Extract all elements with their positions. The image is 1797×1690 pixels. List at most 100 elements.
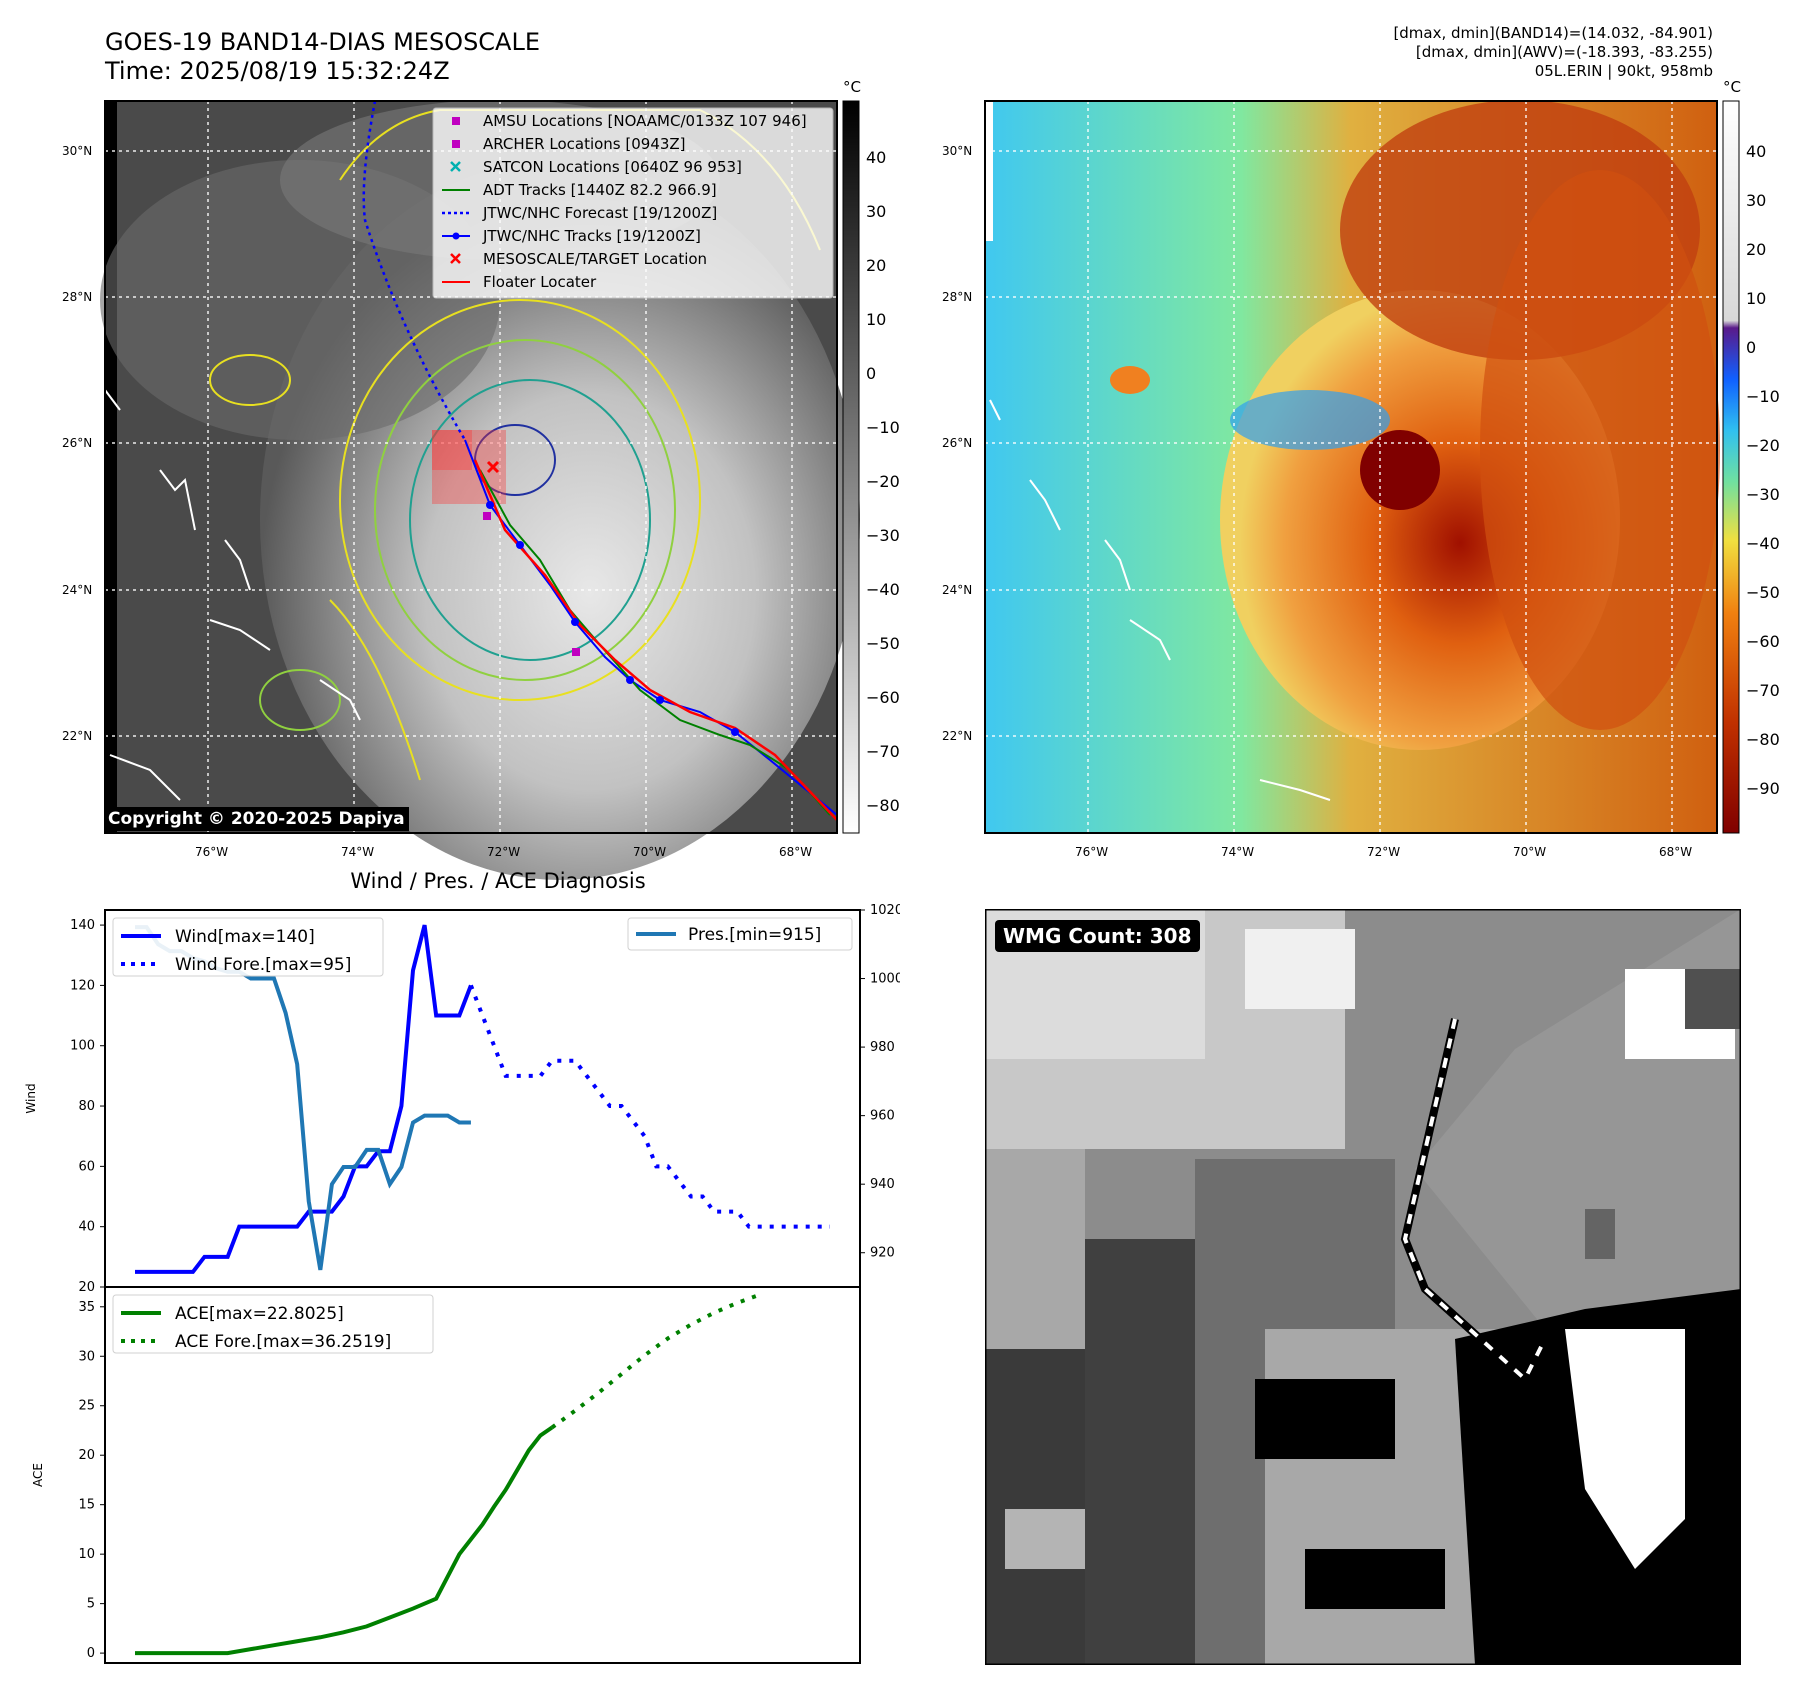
rcb-tick: −30 <box>1746 485 1780 504</box>
r-lon-label: 72°W <box>1367 845 1400 859</box>
rcb-tick: −80 <box>1746 730 1780 749</box>
ace-tick-label: 5 <box>87 1597 95 1612</box>
r-lat-label: 22°N <box>942 729 972 743</box>
wind-legend-box <box>112 917 384 977</box>
lat-label-26: 26°N <box>62 436 92 450</box>
left-colorbar: °C 40 30 20 10 0 −10 −20 −30 −40 −50 −60… <box>842 78 900 834</box>
copyright-label: Copyright © 2020-2025 Dapiya <box>104 807 409 831</box>
lcb-tick: −30 <box>866 526 900 545</box>
ace-tick-label: 0 <box>87 1646 95 1661</box>
rcb-tick: −70 <box>1746 681 1780 700</box>
lcb-tick: −60 <box>866 688 900 707</box>
legend-adt: ADT Tracks [1440Z 82.2 966.9] <box>483 181 717 199</box>
diagnosis-title: Wind / Pres. / ACE Diagnosis <box>350 869 645 893</box>
wind-tick-label: 60 <box>78 1159 95 1174</box>
rcb-tick: −60 <box>1746 632 1780 651</box>
rcb-tick: −10 <box>1746 387 1780 406</box>
rcb-tick: 20 <box>1746 240 1766 259</box>
wind-tick-label: 80 <box>78 1099 95 1114</box>
lcb-tick: 40 <box>866 148 886 167</box>
legend-satcon: SATCON Locations [0640Z 96 953] <box>483 158 742 176</box>
ace-panel: 0 5 10 15 20 25 30 35 ACE ACE[max=22.8025] ACE For… <box>31 1286 861 1664</box>
wind-legend-label: Wind[max=140] <box>175 927 315 947</box>
lcb-tick: 0 <box>866 364 876 383</box>
lon-label-74: 74°W <box>341 845 374 859</box>
r-lat-label: 30°N <box>942 144 972 158</box>
map-legend: AMSU Locations [NOAAMC/0133Z 107 946] AR… <box>432 107 834 299</box>
r-lon-label: 74°W <box>1221 845 1254 859</box>
lon-label-72: 72°W <box>487 845 520 859</box>
wind-tick-label: 140 <box>70 918 95 933</box>
pressure-tick-label: 960 <box>870 1109 895 1124</box>
rcb-tick: −90 <box>1746 779 1780 798</box>
wind-tick-label: 100 <box>70 1039 95 1054</box>
lon-label-76: 76°W <box>195 845 228 859</box>
pressure-legend-box <box>627 917 853 951</box>
r-lon-label: 70°W <box>1513 845 1546 859</box>
title-line-2: Time: 2025/08/19 15:32:24Z <box>105 57 450 85</box>
lat-label-24: 24°N <box>62 583 92 597</box>
info-line-3: 05L.ERIN | 90kt, 958mb <box>1534 62 1713 80</box>
pressure-tick-label: 1000 <box>870 972 900 987</box>
ace-legend-label: ACE[max=22.8025] <box>175 1304 344 1324</box>
lcb-tick: 30 <box>866 202 886 221</box>
legend-archer: ARCHER Locations [0943Z] <box>483 135 686 153</box>
rcb-tick: −50 <box>1746 583 1780 602</box>
lon-label-68: 68°W <box>779 845 812 859</box>
pressure-legend-label: Pres.[min=915] <box>688 925 821 945</box>
wind-series-1 <box>469 984 830 1229</box>
ace-tick-label: 20 <box>78 1448 95 1463</box>
r-lon-label: 68°W <box>1659 845 1692 859</box>
r-lat-label: 24°N <box>942 583 972 597</box>
legend-forecast: JTWC/NHC Forecast [19/1200Z] <box>482 204 717 222</box>
lat-label-30: 30°N <box>62 144 92 158</box>
lcb-tick: −20 <box>866 472 900 491</box>
pressure-tick-label: 980 <box>870 1040 895 1055</box>
info-line-1: [dmax, dmin](BAND14)=(14.032, -84.901) <box>1393 24 1713 42</box>
right-awv-map: 30°N 28°N 26°N 24°N 22°N 76°W 74°W 72°W … <box>942 100 1720 859</box>
ace-tick-label: 15 <box>78 1498 95 1513</box>
ace-tick-label: 30 <box>78 1349 95 1364</box>
lcb-tick: 20 <box>866 256 886 275</box>
wmg-panel <box>985 909 1741 1665</box>
ace-series-0 <box>135 1425 554 1656</box>
right-colorbar: °C 40 30 20 10 0 −10 −20 −30 −40 −50 −60… <box>1722 78 1780 834</box>
lat-label-28: 28°N <box>62 290 92 304</box>
legend-amsu: AMSU Locations [NOAAMC/0133Z 107 946] <box>483 112 807 130</box>
lcb-tick: −70 <box>866 742 900 761</box>
right-colorbar-unit: °C <box>1723 78 1741 96</box>
lon-label-70: 70°W <box>633 845 666 859</box>
left-colorbar-unit: °C <box>843 78 861 96</box>
ace-legend-label: ACE Fore.[max=36.2519] <box>175 1332 391 1352</box>
lcb-tick: −80 <box>866 796 900 815</box>
wind-axis-label: Wind <box>24 1083 38 1113</box>
wind-tick-label: 120 <box>70 978 95 993</box>
ace-tick-label: 35 <box>78 1300 95 1315</box>
ace-axis-label: ACE <box>31 1463 45 1487</box>
lcb-tick: −10 <box>866 418 900 437</box>
diagnosis-charts: Wind / Pres. / ACE Diagnosis 20406080100… <box>24 869 900 1664</box>
maps-svg: 30°N 28°N 26°N 24°N 22°N 76°W 74°W 72°W … <box>62 78 1780 880</box>
pressure-tick-label: 920 <box>870 1246 895 1261</box>
legend-floater: Floater Locater <box>483 273 597 291</box>
wind-tick-label: 20 <box>78 1280 95 1295</box>
rcb-tick: 40 <box>1746 142 1766 161</box>
wind-series-0 <box>135 924 473 1274</box>
ace-tick-label: 25 <box>78 1399 95 1414</box>
wind-tick-label: 40 <box>78 1220 95 1235</box>
lat-label-22: 22°N <box>62 729 92 743</box>
rcb-tick: 10 <box>1746 289 1766 308</box>
legend-tracks: JTWC/NHC Tracks [19/1200Z] <box>482 227 701 245</box>
r-lon-label: 76°W <box>1075 845 1108 859</box>
ace-tick-label: 10 <box>78 1547 95 1562</box>
pressure-tick-label: 940 <box>870 1177 895 1192</box>
r-lat-label: 28°N <box>942 290 972 304</box>
legend-mesoscale: MESOSCALE/TARGET Location <box>483 250 707 268</box>
title-line-1: GOES-19 BAND14-DIAS MESOSCALE <box>105 28 541 56</box>
wind-legend-label: Wind Fore.[max=95] <box>175 955 351 975</box>
lcb-tick: −50 <box>866 634 900 653</box>
pressure-tick-label: 1020 <box>870 903 900 918</box>
rcb-tick: −20 <box>1746 436 1780 455</box>
r-lat-label: 26°N <box>942 436 972 450</box>
lcb-tick: 10 <box>866 310 886 329</box>
